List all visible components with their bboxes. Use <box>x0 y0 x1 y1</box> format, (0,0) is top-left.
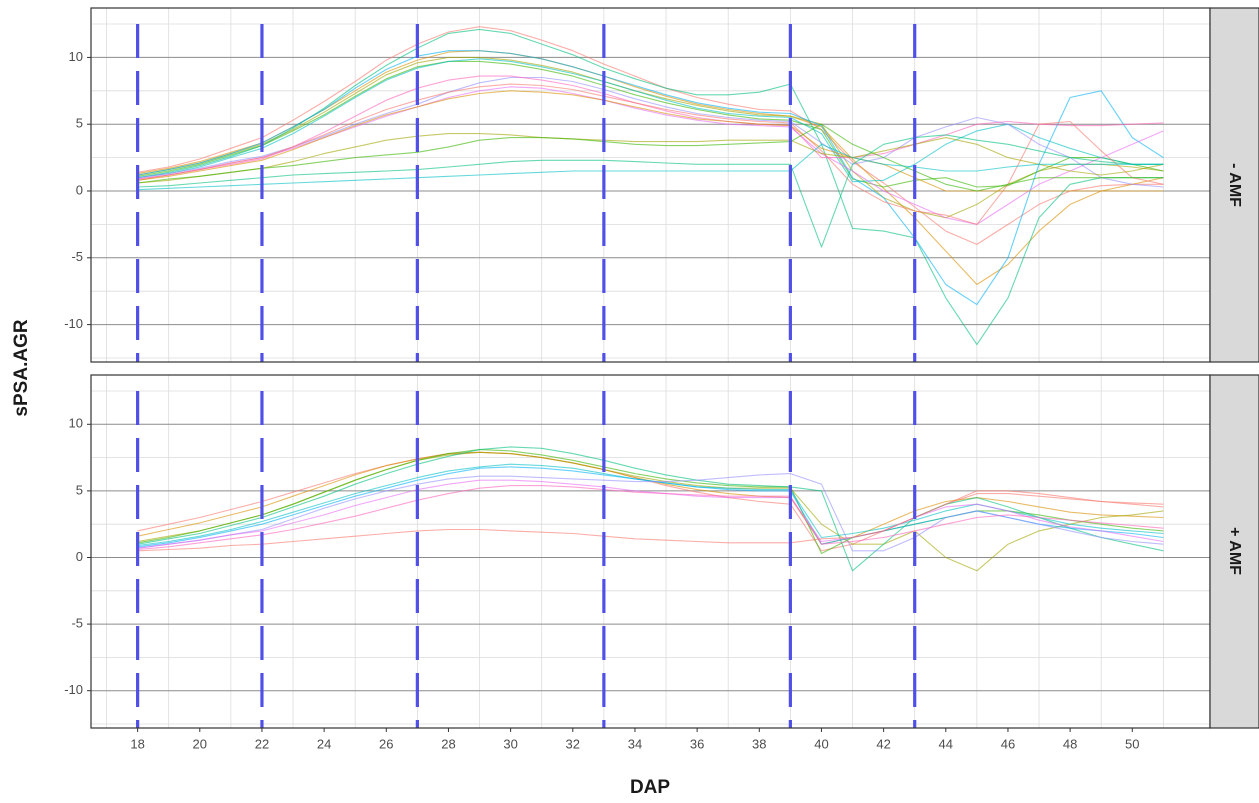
series-line <box>137 26 1164 245</box>
series-group <box>137 26 1164 346</box>
series-line <box>137 446 1164 572</box>
series-line <box>137 83 1164 225</box>
series-line <box>137 479 1164 549</box>
y-tick-label: -10 <box>64 316 83 331</box>
x-axis-title: DAP <box>630 777 670 798</box>
strip-background <box>1209 7 1259 363</box>
y-tick-label: 5 <box>76 116 83 131</box>
series-line <box>137 123 1164 192</box>
x-axis-ticks: 18 20 22 24 26 28 30 32 34 36 38 40 42 44 46 48 50 <box>130 728 1140 751</box>
x-tick-label: 18 <box>130 736 144 751</box>
vertical-reference-lines <box>136 391 917 728</box>
panel-background <box>91 375 1210 728</box>
y-tick-label: 0 <box>76 549 83 564</box>
series-line <box>137 90 1164 192</box>
y-tick-label: 0 <box>76 182 83 197</box>
strip-label: - AMF <box>1226 163 1243 207</box>
panel-plus-amf: -10 -5 0 5 10 + AMF <box>64 374 1259 729</box>
series-line <box>137 143 1164 191</box>
x-tick-label: 26 <box>379 736 393 751</box>
x-tick-label: 36 <box>690 736 704 751</box>
panel-minus-amf: -10 -5 0 5 10 - AMF <box>64 7 1259 363</box>
strip-label: + AMF <box>1226 527 1243 575</box>
x-tick-label: 38 <box>752 736 766 751</box>
series-line <box>137 58 1164 183</box>
series-line <box>137 133 1164 184</box>
series-line <box>137 473 1164 552</box>
series-group <box>137 446 1164 572</box>
series-line <box>137 490 1164 552</box>
series-line <box>137 50 1164 306</box>
x-tick-label: 42 <box>876 736 890 751</box>
x-tick-label: 48 <box>1063 736 1077 751</box>
x-tick-label: 20 <box>193 736 207 751</box>
x-tick-label: 30 <box>503 736 517 751</box>
y-tick-label: 10 <box>69 49 83 64</box>
y-axis-ticks: -10 -5 0 5 10 <box>64 49 91 331</box>
x-tick-label: 44 <box>939 736 953 751</box>
panel-background <box>91 8 1210 362</box>
x-tick-label: 28 <box>441 736 455 751</box>
x-tick-label: 46 <box>1001 736 1015 751</box>
strip-background <box>1209 374 1259 729</box>
series-line <box>137 449 1164 555</box>
y-tick-label: 5 <box>76 482 83 497</box>
series-line <box>137 485 1164 551</box>
y-tick-label: -10 <box>64 682 83 697</box>
y-tick-label: -5 <box>71 616 83 631</box>
gridlines <box>91 375 1210 728</box>
y-axis-title: sPSA.AGR <box>11 319 32 416</box>
series-line <box>137 56 1164 219</box>
series-line <box>137 75 1164 180</box>
series-line <box>137 86 1164 225</box>
series-line <box>137 134 1164 248</box>
x-tick-label: 40 <box>814 736 828 751</box>
series-line <box>137 60 1164 188</box>
series-line <box>137 76 1164 188</box>
y-axis-ticks: -10 -5 0 5 10 <box>64 416 91 697</box>
x-tick-label: 34 <box>628 736 642 751</box>
x-tick-label: 50 <box>1125 736 1139 751</box>
y-tick-label: -5 <box>71 249 83 264</box>
x-tick-label: 32 <box>566 736 580 751</box>
x-tick-label: 24 <box>317 736 331 751</box>
y-tick-label: 10 <box>69 416 83 431</box>
x-tick-label: 22 <box>255 736 269 751</box>
vertical-reference-lines <box>136 24 917 362</box>
